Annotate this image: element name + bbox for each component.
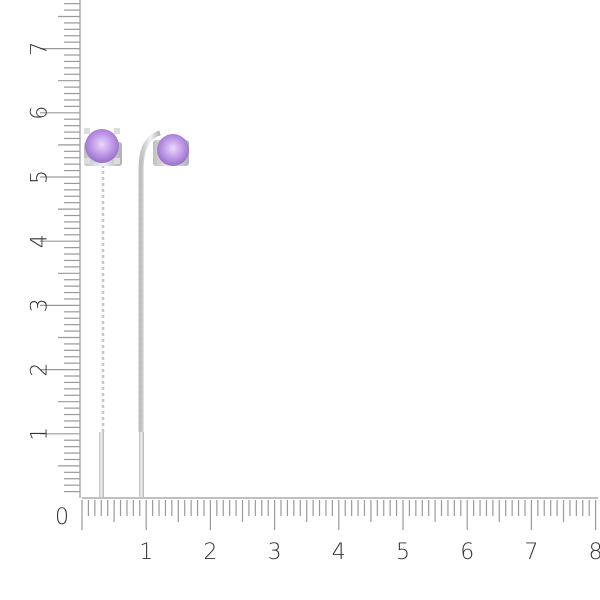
right-stone <box>157 134 189 166</box>
left-earring <box>84 128 122 497</box>
x-axis-label: 1 <box>139 540 153 565</box>
y-axis-labels: 1 2 3 4 5 6 7 <box>28 42 53 441</box>
y-axis-label: 6 <box>28 106 53 120</box>
x-axis-label: 5 <box>396 540 410 565</box>
y-axis-label: 3 <box>28 298 53 312</box>
right-earring <box>138 130 189 497</box>
ruler-ticks <box>40 0 598 530</box>
y-axis-label: 5 <box>28 170 53 184</box>
y-axis-label: 4 <box>28 234 53 248</box>
x-axis-label: 8 <box>589 540 600 565</box>
x-axis-label: 2 <box>203 540 217 565</box>
ruler-origin-label: 0 <box>55 505 69 530</box>
left-stone <box>85 129 119 163</box>
x-axis-label: 4 <box>332 540 346 565</box>
left-bar <box>99 432 104 497</box>
y-axis-label: 1 <box>28 427 53 441</box>
y-axis-label: 2 <box>28 363 53 377</box>
x-axis-label: 7 <box>524 540 538 565</box>
x-axis-label: 3 <box>268 540 282 565</box>
right-bar <box>139 432 144 497</box>
right-hook <box>138 130 161 432</box>
y-axis-label: 7 <box>28 42 53 56</box>
x-axis-label: 6 <box>460 540 474 565</box>
x-axis-labels: 1 2 3 4 5 6 7 8 <box>139 540 600 565</box>
